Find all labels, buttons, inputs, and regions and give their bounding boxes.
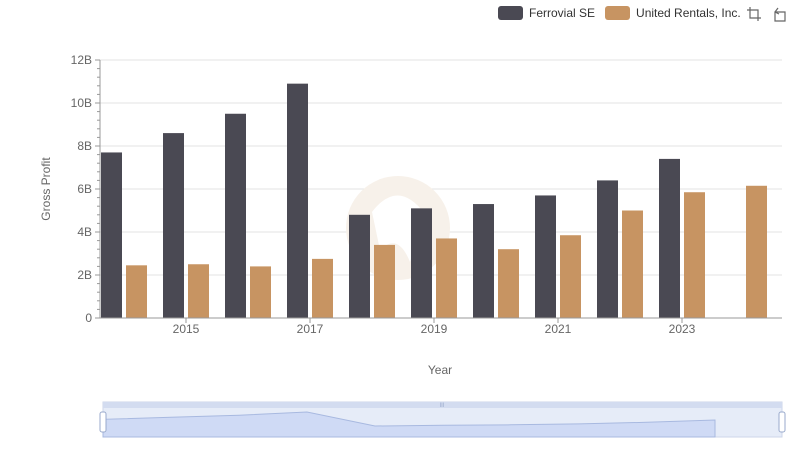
y-tick-label: 0: [85, 311, 92, 325]
data-zoom-top-bar[interactable]: [103, 402, 782, 408]
legend-label-ferrovial: Ferrovial SE: [529, 6, 596, 20]
x-tick-label: 2015: [173, 322, 200, 336]
bar-ferrovial-2016[interactable]: [225, 113, 246, 318]
toolbox: [746, 6, 788, 22]
bar-ferrovial-2019[interactable]: [411, 208, 432, 318]
y-tick-label: 4B: [77, 225, 92, 239]
x-tick-label: 2017: [297, 322, 324, 336]
x-axis: 2015 2017 2019 2021 2023: [100, 317, 782, 336]
bar-united-rentals-2019[interactable]: [436, 238, 457, 318]
data-zoom-left-handle[interactable]: [99, 411, 107, 433]
x-axis-title: Year: [428, 363, 452, 377]
bar-united-rentals-2017[interactable]: [312, 258, 333, 318]
bar-ferrovial-2018[interactable]: [349, 214, 370, 318]
y-axis: 0 2B 4B 6B 8B 10B 12B: [71, 53, 101, 325]
legend-label-united-rentals: United Rentals, Inc.: [636, 6, 741, 20]
x-tick-label: 2023: [669, 322, 696, 336]
zoom-reset-icon[interactable]: [772, 6, 788, 22]
bar-united-rentals-2023[interactable]: [684, 192, 705, 318]
y-tick-label: 10B: [71, 96, 92, 110]
y-tick-label: 2B: [77, 268, 92, 282]
crop-zoom-icon[interactable]: [746, 6, 762, 22]
bar-united-rentals-2014[interactable]: [126, 265, 147, 318]
legend-swatch-ferrovial: [498, 6, 523, 20]
bar-united-rentals-2015[interactable]: [188, 264, 209, 318]
bar-ferrovial-2015[interactable]: [163, 133, 184, 318]
legend-swatch-united-rentals: [605, 6, 631, 20]
bar-ferrovial-2017[interactable]: [287, 83, 308, 319]
data-zoom-right-handle[interactable]: [778, 411, 786, 433]
bar-united-rentals-2018[interactable]: [374, 244, 395, 318]
bar-united-rentals-2020[interactable]: [498, 249, 519, 318]
bar-ferrovial-2014[interactable]: [101, 152, 122, 318]
bar-united-rentals-2024[interactable]: [746, 185, 767, 318]
y-axis-title: Gross Profit: [39, 157, 53, 221]
x-tick-label: 2021: [545, 322, 572, 336]
legend-item-united-rentals[interactable]: United Rentals, Inc.: [605, 6, 741, 20]
bar-ferrovial-2022[interactable]: [597, 180, 618, 318]
data-zoom-grip-icon[interactable]: III: [439, 403, 444, 409]
bar-united-rentals-2022[interactable]: [622, 210, 643, 319]
data-zoom-slider[interactable]: III: [99, 401, 786, 438]
y-tick-label: 8B: [77, 139, 92, 153]
y-tick-label: 12B: [71, 53, 92, 67]
legend: Ferrovial SE United Rentals, Inc.: [498, 4, 741, 22]
bar-ferrovial-2021[interactable]: [535, 195, 556, 318]
y-tick-label: 6B: [77, 182, 92, 196]
bar-ferrovial-2020[interactable]: [473, 204, 494, 318]
legend-item-ferrovial[interactable]: Ferrovial SE: [498, 6, 595, 20]
bar-united-rentals-2021[interactable]: [560, 235, 581, 318]
bar-ferrovial-2023[interactable]: [659, 158, 680, 318]
bar-united-rentals-2016[interactable]: [250, 266, 271, 318]
data-zoom-preview: [102, 411, 716, 438]
bars[interactable]: [101, 83, 767, 319]
x-tick-label: 2019: [421, 322, 448, 336]
